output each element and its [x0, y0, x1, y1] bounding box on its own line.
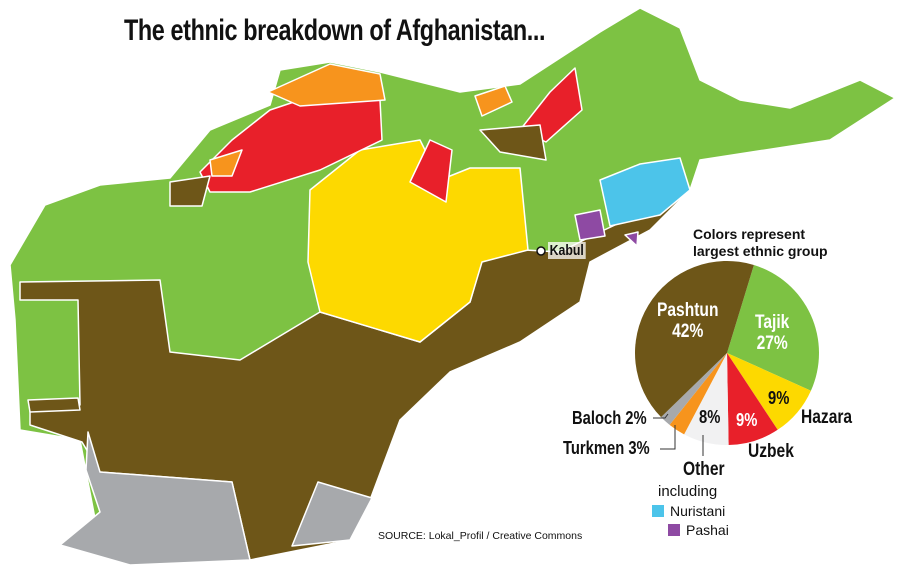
other-pct: 8% [699, 407, 721, 427]
region-turkmen-3 [474, 85, 513, 117]
source-credit: SOURCE: Lokal_Profil / Creative Commons [378, 530, 583, 542]
legend-note-line2: largest ethnic group [693, 243, 828, 259]
pie-slice-pashtun [635, 261, 754, 418]
pashtun-pct: 42% [672, 321, 704, 342]
region-pashtun-west [27, 397, 81, 413]
baloch-leader-line [653, 413, 669, 419]
region-hazara [307, 139, 529, 343]
nuristani-swatch [652, 505, 664, 517]
tajik-pct: 27% [756, 333, 788, 354]
pashai-swatch [668, 524, 680, 536]
legend-note: Colors represent largest ethnic group [693, 226, 828, 260]
region-uzbek [199, 99, 383, 193]
region-nuristani [599, 157, 691, 227]
pashtun-label: Pashtun 42% [657, 300, 718, 342]
pashai-label: Pashai [686, 522, 729, 538]
region-pashtun-north [479, 124, 547, 161]
tajik-name: Tajik [755, 312, 790, 333]
kabul-label: Kabul [548, 242, 586, 259]
legend-item-nuristani: Nuristani [652, 503, 725, 519]
pie-slice-baloch [661, 353, 727, 425]
pie-slice-hazara [727, 353, 811, 430]
pashtun-name: Pashtun [657, 300, 719, 321]
region-baloch-2 [291, 481, 373, 547]
nuristani-label: Nuristani [670, 503, 726, 519]
kabul-marker-icon [536, 246, 546, 256]
region-pashai [574, 209, 606, 241]
region-turkmen-2 [209, 149, 243, 177]
region-pashai-2 [624, 231, 639, 247]
other-including: including [658, 483, 718, 500]
region-uzbek-2 [409, 139, 453, 203]
other-name: Other [683, 459, 725, 480]
region-pashtun-northwest [169, 175, 211, 207]
pie-slice-other [684, 353, 729, 445]
region-baloch [59, 431, 251, 566]
pie-slice-tajik [727, 265, 819, 391]
turkmen-label: Turkmen 3% [563, 438, 650, 458]
baloch-label: Baloch 2% [572, 408, 647, 428]
uzbek-pct: 9% [736, 410, 758, 430]
pie-slice-turkmen [669, 353, 727, 435]
hazara-name: Hazara [801, 407, 853, 428]
pie-slice-uzbek [727, 353, 778, 445]
uzbek-name: Uzbek [748, 441, 794, 462]
region-uzbek-3 [519, 67, 583, 143]
hazara-pct: 9% [768, 388, 790, 408]
region-turkmen [267, 63, 386, 107]
turkmen-leader-line [660, 425, 676, 450]
legend-note-line1: Colors represent [693, 226, 806, 242]
tajik-label: Tajik 27% [755, 312, 789, 354]
legend-item-pashai: Pashai [668, 522, 729, 538]
page-title: The ethnic breakdown of Afghanistan... [124, 14, 546, 47]
